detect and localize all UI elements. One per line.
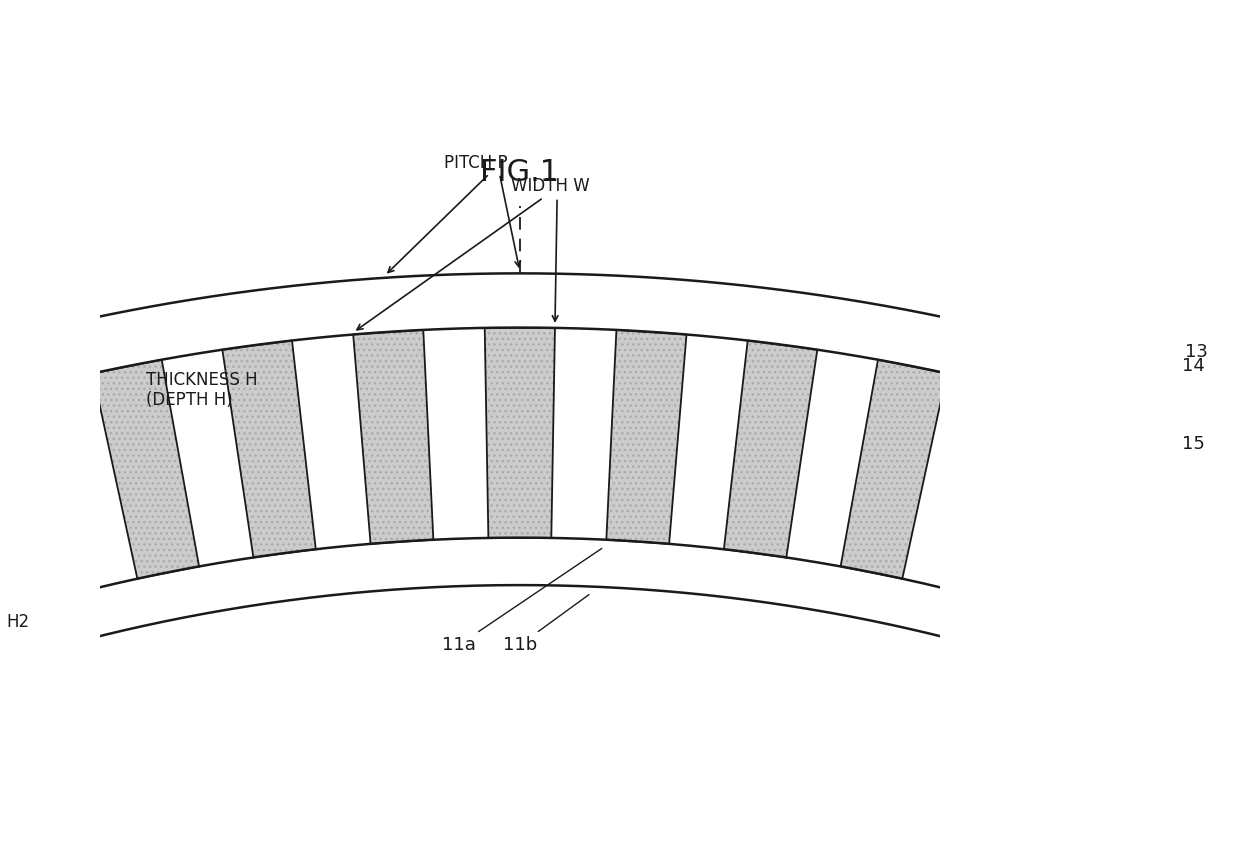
Text: WIDTH W: WIDTH W: [511, 177, 590, 196]
Polygon shape: [353, 330, 433, 544]
Text: PITCH P: PITCH P: [444, 154, 507, 172]
Polygon shape: [0, 273, 1125, 415]
Polygon shape: [841, 360, 947, 579]
Text: 11a: 11a: [441, 548, 601, 654]
Polygon shape: [222, 340, 316, 557]
Text: FIG.1: FIG.1: [480, 158, 559, 187]
Polygon shape: [485, 328, 556, 538]
Text: 13: 13: [1185, 343, 1208, 361]
Text: 14: 14: [1183, 357, 1205, 374]
Polygon shape: [0, 538, 1047, 662]
Polygon shape: [956, 387, 1075, 608]
Text: 11b: 11b: [502, 595, 589, 654]
Polygon shape: [724, 340, 817, 557]
Polygon shape: [0, 273, 1125, 662]
Text: THICKNESS H
(DEPTH H): THICKNESS H (DEPTH H): [146, 370, 258, 409]
Polygon shape: [93, 360, 200, 579]
Polygon shape: [0, 387, 84, 608]
Text: 15: 15: [1183, 435, 1205, 453]
Text: H2: H2: [6, 613, 30, 631]
Polygon shape: [606, 330, 687, 544]
